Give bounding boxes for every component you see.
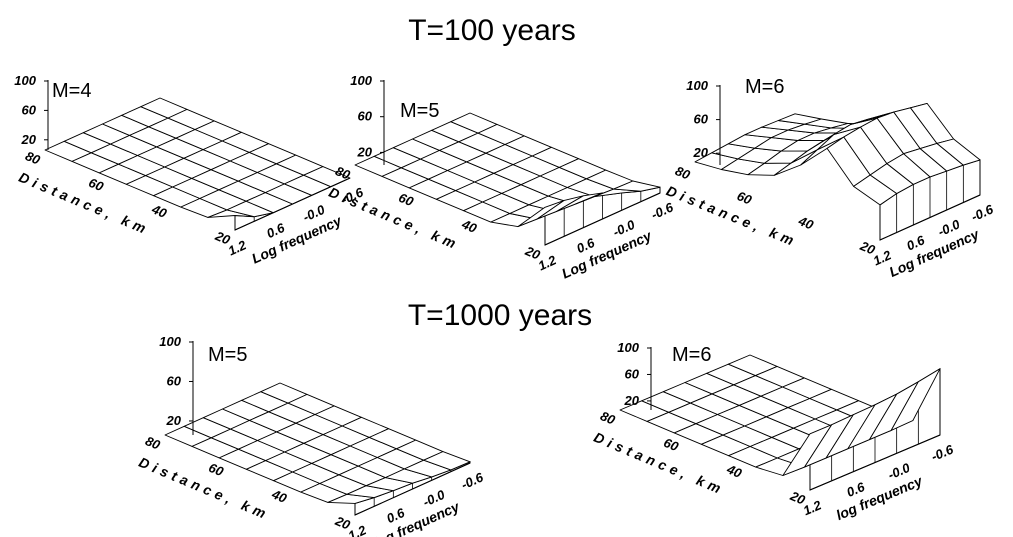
- z-tick-label: 20: [693, 145, 709, 160]
- frequency-tick-label: 0.6: [844, 479, 867, 500]
- surface-cell: [423, 451, 471, 471]
- panel-label: M=4: [52, 80, 91, 102]
- frequency-tick-label: -0.6: [649, 199, 676, 222]
- frequency-tick-label: 0.6: [264, 220, 287, 241]
- surface-cell: [890, 368, 941, 431]
- frequency-tick-label: 1.2: [801, 497, 824, 518]
- distance-tick-label: 20: [212, 228, 233, 248]
- frequency-axis-line: [354, 462, 471, 516]
- z-tick-label: 100: [617, 340, 639, 355]
- z-tick-label: 20: [624, 393, 640, 408]
- z-tick-label: 20: [166, 413, 182, 428]
- z-tick-label: 60: [694, 112, 709, 127]
- surface-cell: [936, 138, 981, 166]
- frequency-axis-line: [809, 434, 941, 491]
- distance-tick-label: 80: [23, 148, 43, 168]
- frequency-tick-label: -0.6: [459, 469, 486, 492]
- frequency-tick-label: 0.6: [574, 235, 597, 256]
- distance-tick-label: 40: [149, 201, 170, 221]
- distance-tick-label: 80: [143, 433, 163, 453]
- z-tick-label: 60: [358, 109, 373, 124]
- frequency-tick-label: 1.2: [536, 252, 559, 273]
- distance-tick-label: 20: [522, 243, 543, 263]
- panel-label: M=6: [672, 344, 711, 366]
- frequency-tick-label: -0.6: [929, 441, 956, 464]
- frequency-axis-title: Log frequency: [559, 227, 655, 282]
- frequency-axis-line: [234, 177, 351, 231]
- frequency-axis-title: log frequency: [834, 472, 926, 523]
- frequency-axis-title: log frequency: [371, 498, 462, 537]
- frequency-tick-label: 1.2: [871, 247, 894, 268]
- distance-tick-label: 80: [333, 163, 353, 183]
- distance-tick-label: 80: [598, 408, 618, 428]
- distance-tick-label: 40: [459, 216, 480, 236]
- distance-tick-label: 20: [332, 513, 353, 533]
- surface-cell: [613, 180, 661, 192]
- frequency-tick-label: 0.6: [904, 232, 927, 253]
- distance-tick-label: 60: [87, 175, 107, 195]
- panel-label: M=5: [208, 344, 247, 366]
- distance-tick-label: 60: [397, 190, 417, 210]
- z-tick-label: 60: [22, 102, 37, 117]
- frequency-axis-line: [879, 194, 981, 241]
- z-tick-label: 100: [14, 73, 36, 88]
- z-tick-label: 20: [21, 132, 37, 147]
- distance-tick-label: 20: [857, 238, 878, 258]
- frequency-axis-line: [544, 192, 661, 246]
- frequency-axis-title: Log frequency: [887, 225, 983, 280]
- frequency-tick-label: 1.2: [226, 237, 249, 258]
- frequency-tick-label: -0.6: [969, 201, 996, 224]
- distance-axis-title: Distance, km: [664, 182, 800, 250]
- frequency-tick-label: 0.6: [384, 505, 407, 526]
- z-tick-label: 60: [625, 366, 640, 381]
- title-t100: T=100 years: [408, 14, 576, 47]
- distance-tick-label: 20: [787, 488, 808, 508]
- distance-tick-label: 80: [673, 163, 693, 183]
- z-tick-label: 100: [350, 73, 372, 88]
- frequency-axis-title: Log frequency: [249, 212, 345, 267]
- panel-label: M=6: [745, 76, 784, 98]
- z-tick-label: 100: [686, 78, 708, 93]
- z-tick-label: 20: [357, 144, 373, 159]
- distance-tick-label: 40: [724, 461, 745, 481]
- distance-tick-label: 40: [796, 213, 817, 233]
- distance-tick-label: 60: [662, 435, 682, 455]
- distance-tick-label: 60: [207, 460, 227, 480]
- distance-tick-label: 40: [269, 486, 290, 506]
- distance-tick-label: 60: [735, 188, 755, 208]
- z-tick-label: 100: [159, 334, 181, 349]
- title-t1000: T=1000 years: [408, 299, 592, 332]
- z-tick-label: 60: [167, 373, 182, 388]
- panel-label: M=5: [400, 100, 439, 122]
